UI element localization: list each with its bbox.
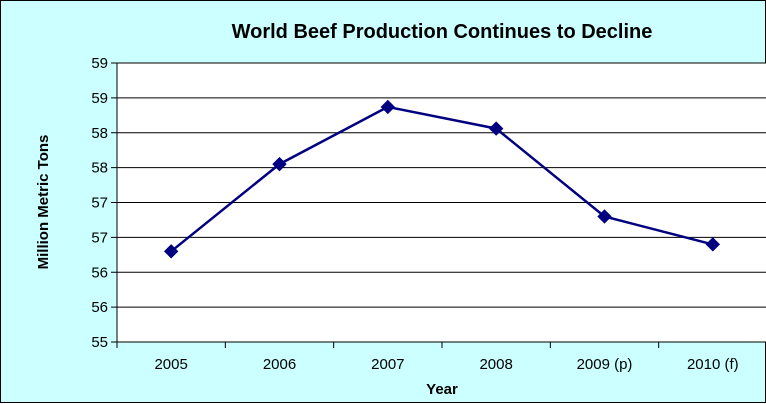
- x-tick-label: 2009 (p): [577, 356, 633, 373]
- data-point-marker: [163, 244, 179, 259]
- y-tick-label: 57: [91, 229, 108, 246]
- y-tick-label: 56: [91, 264, 108, 281]
- x-tick-label: 2010 (f): [687, 356, 739, 373]
- x-tick-label: 2007: [371, 356, 404, 373]
- chart-title: World Beef Production Continues to Decli…: [232, 21, 653, 43]
- x-tick-label: 2005: [154, 356, 187, 373]
- data-point-marker: [597, 209, 612, 224]
- y-axis-label: Million Metric Tons: [35, 135, 52, 270]
- data-point-marker: [488, 121, 504, 136]
- data-line: [170, 105, 714, 253]
- data-point-marker: [272, 156, 287, 172]
- series-markers: [163, 99, 721, 259]
- y-tick-label: 59: [91, 55, 108, 72]
- data-point-marker: [705, 237, 721, 252]
- y-tick-label: 58: [91, 160, 108, 177]
- data-point-marker: [380, 99, 396, 115]
- gridlines: [117, 97, 766, 308]
- y-tick-label: 55: [91, 334, 108, 351]
- x-tick-label: 2008: [479, 356, 512, 373]
- y-tick-label: 59: [91, 90, 108, 107]
- x-tick-label: 2006: [263, 356, 296, 373]
- y-axis-ticks: 55 56 56 57 57 58 58 59 59: [91, 55, 117, 351]
- x-axis-label: Year: [426, 381, 458, 398]
- y-tick-label: 57: [91, 195, 108, 212]
- x-axis-ticks: 2005 2006 2007 2008 2009 (p) 2010 (f): [116, 342, 739, 373]
- y-tick-label: 56: [91, 299, 108, 316]
- y-tick-label: 58: [91, 125, 108, 142]
- series-line: [170, 105, 714, 253]
